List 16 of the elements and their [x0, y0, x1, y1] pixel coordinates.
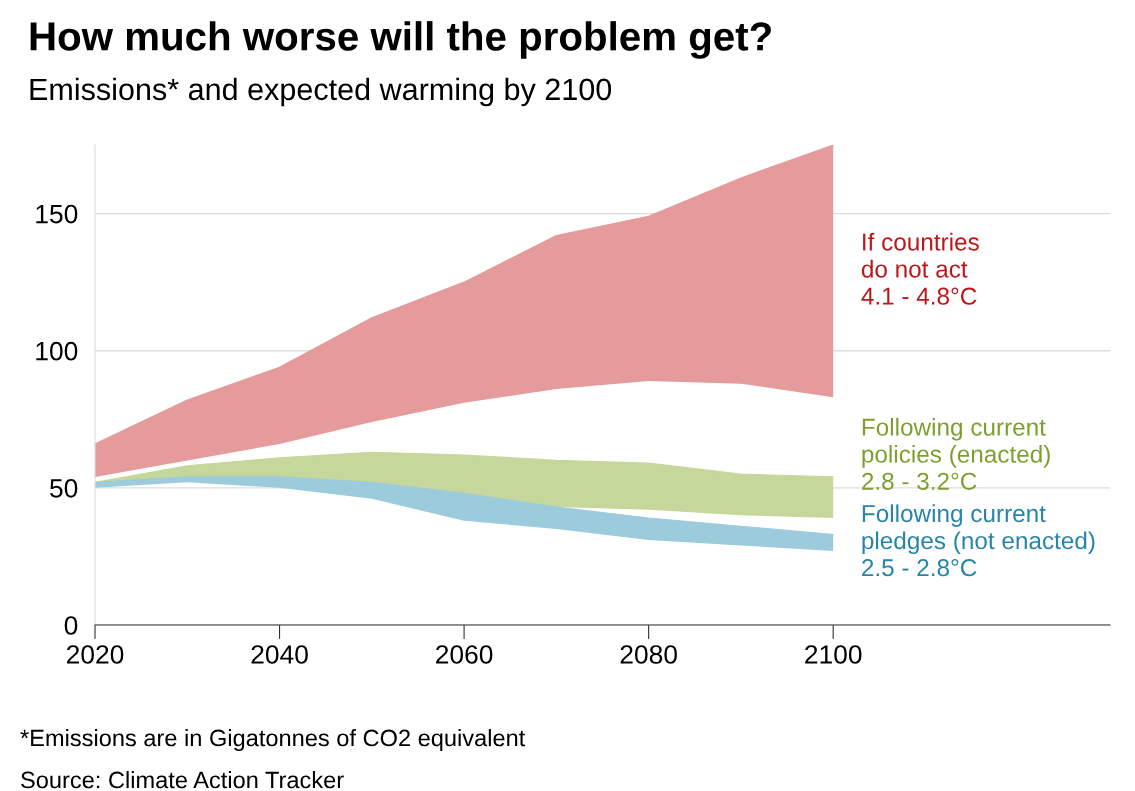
x-tick-label: 2020 — [66, 645, 124, 664]
series-label: Following current policies (enacted) 2.8 - 3.2°C — [862, 417, 1050, 490]
x-tick-label: 2080 — [620, 645, 677, 664]
chart-subtitle: Emissions* and expected warming by 2100 — [30, 77, 612, 107]
y-tick-label: 0 — [64, 616, 78, 635]
x-tick-label: 2100 — [805, 645, 862, 664]
source-note: Source: Climate Action Tracker — [21, 770, 344, 789]
chart-title: How much worse will the problem get? — [30, 21, 771, 59]
y-tick-label: 50 — [50, 478, 78, 498]
y-tick-label: 150 — [36, 204, 78, 224]
x-tick-label: 2060 — [436, 645, 493, 664]
series-label: Following current pledges (not enacted) 2.5 - 2.8°C — [862, 504, 1095, 577]
x-tick-label: 2040 — [251, 645, 308, 664]
y-tick-label: 100 — [36, 341, 78, 361]
text: *Emissions are in Gigatonnes of CO2 equivalent — [20, 728, 526, 752]
text: If countries do not act 4.1 - 4.8°C — [861, 232, 979, 305]
